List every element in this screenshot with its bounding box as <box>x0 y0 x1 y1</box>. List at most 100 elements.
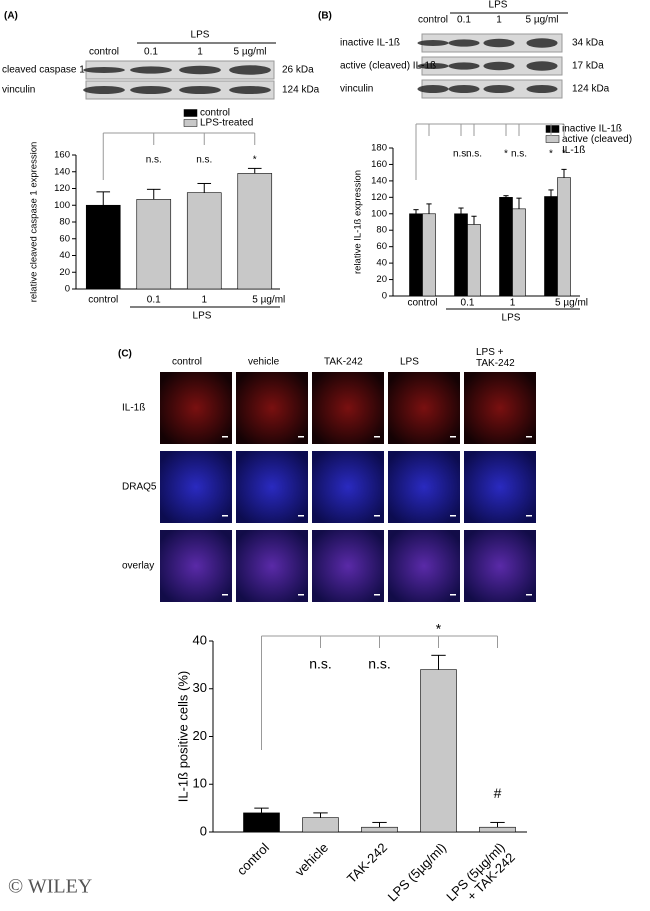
micrograph <box>312 451 384 523</box>
x-tick-label: 0.1 <box>147 295 161 306</box>
panel-label: (C) <box>118 349 132 360</box>
treatment-label: LPS <box>191 30 210 41</box>
y-tick-label: 140 <box>371 175 387 186</box>
y-tick-label: 80 <box>376 225 387 236</box>
size-label: 124 kDa <box>572 84 610 95</box>
micrograph <box>236 451 308 523</box>
column-label: control <box>172 357 202 368</box>
scale-bar <box>222 594 228 596</box>
blot-band <box>417 63 449 69</box>
x-tick-label: 0.1 <box>461 298 475 309</box>
bar <box>422 213 436 297</box>
micrograph <box>160 530 232 602</box>
micrograph <box>160 372 232 444</box>
scale-bar <box>298 515 304 517</box>
lane-label: control <box>418 15 448 26</box>
size-label: 17 kDa <box>572 61 604 72</box>
bar <box>409 213 423 297</box>
blot-band <box>483 38 515 48</box>
blot-band <box>448 85 480 93</box>
lane-label: 5 µg/ml <box>234 47 267 58</box>
x-tick-label: 5 µg/ml <box>555 298 588 309</box>
lane-label: 0.1 <box>457 15 471 26</box>
bar <box>85 204 121 290</box>
size-label: 26 kDa <box>282 65 314 76</box>
bar <box>512 208 526 297</box>
scale-bar <box>222 436 228 438</box>
y-tick-label: 160 <box>371 159 387 170</box>
panel-label: (A) <box>4 11 18 22</box>
blot-band <box>130 86 172 94</box>
blot-band <box>483 61 515 71</box>
blot-band <box>83 86 125 94</box>
significance: * <box>253 155 257 166</box>
blot-band <box>526 38 558 48</box>
y-tick-label: 20 <box>59 267 70 278</box>
y-tick-label: 60 <box>59 233 70 244</box>
bar <box>186 192 222 290</box>
y-tick-label: 60 <box>376 241 387 252</box>
lane-label: 5 µg/ml <box>526 15 559 26</box>
bar <box>243 812 280 833</box>
blot-band <box>229 86 271 94</box>
row-label: active (cleaved) IL-1ß <box>340 61 436 72</box>
blot-band <box>179 65 221 75</box>
significance: * <box>436 621 442 637</box>
y-axis-label: relative cleaved caspase 1 expression <box>29 142 40 303</box>
bar <box>479 826 516 833</box>
blot-band <box>526 85 558 93</box>
y-tick-label: 100 <box>54 200 70 211</box>
x-tick-label: control <box>234 840 272 878</box>
column-label: LPS + TAK-242 <box>476 347 515 369</box>
legend-label: LPS-treated <box>200 118 253 129</box>
scale-bar <box>374 594 380 596</box>
lane-label: 0.1 <box>144 47 158 58</box>
y-tick-label: 180 <box>371 143 387 154</box>
micrograph <box>464 451 536 523</box>
blot-band <box>179 86 221 94</box>
x-axis-label: LPS <box>193 311 212 322</box>
legend-swatch <box>545 135 560 143</box>
x-tick-label: 1 <box>201 295 207 306</box>
significance: n.s. <box>309 656 332 672</box>
x-tick-label: 5 µg/ml <box>252 295 285 306</box>
scale-bar <box>450 515 456 517</box>
scale-bar <box>222 515 228 517</box>
micrograph <box>236 530 308 602</box>
significance: n.s. <box>511 149 527 160</box>
blot-band <box>130 66 172 74</box>
bar <box>467 224 481 297</box>
blot-band <box>483 85 515 93</box>
significance: * <box>549 149 553 160</box>
x-tick-label: 1 <box>510 298 516 309</box>
lane-label: control <box>89 47 119 58</box>
row-label: cleaved caspase 1 <box>2 65 85 76</box>
scale-bar <box>526 436 532 438</box>
micrograph <box>312 372 384 444</box>
blot-band <box>448 39 480 47</box>
bar <box>136 199 172 290</box>
row-label: IL-1ß <box>122 403 145 414</box>
bar <box>454 213 468 297</box>
blot-band <box>417 40 449 46</box>
bar <box>302 817 339 833</box>
y-tick-label: 0 <box>65 284 70 295</box>
significance: # <box>494 785 502 801</box>
significance: n.s. <box>146 155 162 166</box>
size-label: 34 kDa <box>572 38 604 49</box>
y-tick-label: 0 <box>382 291 387 302</box>
x-tick-label: LPS (5µg/ml) <box>385 840 449 904</box>
y-tick-label: 120 <box>54 183 70 194</box>
scale-bar <box>298 594 304 596</box>
bar <box>557 177 571 297</box>
y-tick-label: 40 <box>59 250 70 261</box>
column-label: LPS <box>400 357 419 368</box>
y-tick-label: 0 <box>200 823 207 838</box>
x-tick-label: LPS (5µg/ml)+ TAK-242 <box>444 840 519 906</box>
row-label: overlay <box>122 561 154 572</box>
size-label: 124 kDa <box>282 85 320 96</box>
x-tick-label: vehicle <box>292 840 331 879</box>
y-tick-label: 10 <box>193 776 207 791</box>
scale-bar <box>450 594 456 596</box>
